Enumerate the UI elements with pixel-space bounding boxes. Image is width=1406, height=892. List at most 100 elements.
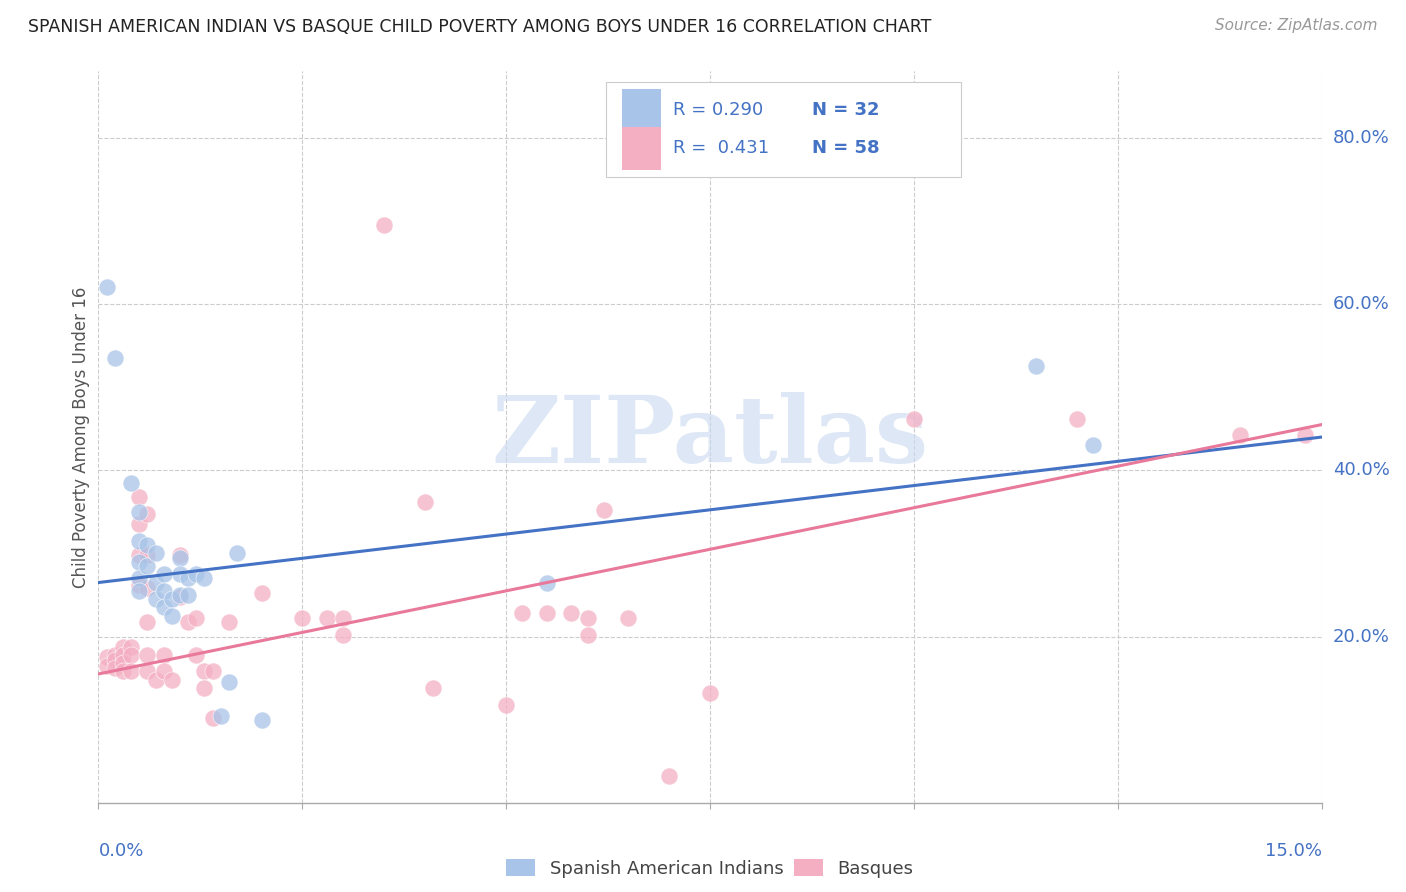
Point xyxy=(152,665,174,679)
Point xyxy=(128,571,150,585)
Text: Source: ZipAtlas.com: Source: ZipAtlas.com xyxy=(1215,18,1378,33)
Text: SPANISH AMERICAN INDIAN VS BASQUE CHILD POVERTY AMONG BOYS UNDER 16 CORRELATION : SPANISH AMERICAN INDIAN VS BASQUE CHILD … xyxy=(28,18,932,36)
Point xyxy=(120,665,142,679)
Point xyxy=(658,769,681,783)
Point xyxy=(136,648,159,662)
Point xyxy=(128,548,150,562)
Point xyxy=(145,592,167,607)
Point xyxy=(160,608,183,623)
Point xyxy=(128,490,150,504)
Point xyxy=(332,628,354,642)
Point xyxy=(128,505,150,519)
FancyBboxPatch shape xyxy=(621,127,661,169)
Point xyxy=(145,575,167,590)
Point xyxy=(169,548,191,562)
Point xyxy=(1083,438,1105,452)
Legend: Spanish American Indians, Basques: Spanish American Indians, Basques xyxy=(506,859,914,878)
Point xyxy=(152,567,174,582)
Point xyxy=(136,582,159,596)
Point xyxy=(96,658,118,673)
Point xyxy=(699,686,721,700)
Point xyxy=(136,558,159,573)
Point xyxy=(136,615,159,629)
Point xyxy=(560,607,582,621)
Point xyxy=(136,548,159,562)
Point xyxy=(169,590,191,604)
Point xyxy=(186,611,208,625)
Point xyxy=(576,611,599,625)
Point xyxy=(120,475,142,490)
Point xyxy=(152,648,174,662)
Point xyxy=(111,665,134,679)
Point xyxy=(186,648,208,662)
Point xyxy=(104,351,127,365)
FancyBboxPatch shape xyxy=(621,88,661,132)
Point xyxy=(512,607,534,621)
Text: R = 0.290: R = 0.290 xyxy=(673,101,763,120)
Point xyxy=(169,550,191,565)
Point xyxy=(104,648,127,662)
Point xyxy=(250,713,273,727)
Point xyxy=(111,656,134,670)
Point xyxy=(1025,359,1047,374)
Point xyxy=(422,681,444,695)
Point xyxy=(145,546,167,560)
Point xyxy=(128,517,150,532)
Point xyxy=(1294,428,1316,442)
Point xyxy=(218,615,240,629)
Point xyxy=(111,648,134,662)
Point xyxy=(373,218,395,232)
Text: ZIPatlas: ZIPatlas xyxy=(492,392,928,482)
Point xyxy=(160,673,183,687)
Point xyxy=(120,640,142,654)
Point xyxy=(193,681,215,695)
Point xyxy=(576,628,599,642)
Point xyxy=(250,586,273,600)
Point xyxy=(120,648,142,662)
Text: 40.0%: 40.0% xyxy=(1333,461,1389,479)
Point xyxy=(160,592,183,607)
Point xyxy=(413,495,436,509)
Point xyxy=(617,611,640,625)
Point xyxy=(145,673,167,687)
Text: 15.0%: 15.0% xyxy=(1264,842,1322,860)
Text: 80.0%: 80.0% xyxy=(1333,128,1389,147)
Point xyxy=(96,280,118,294)
Y-axis label: Child Poverty Among Boys Under 16: Child Poverty Among Boys Under 16 xyxy=(72,286,90,588)
Point xyxy=(218,675,240,690)
Text: N = 58: N = 58 xyxy=(811,139,879,157)
Point xyxy=(136,665,159,679)
Point xyxy=(96,650,118,665)
Point xyxy=(136,507,159,521)
Text: 0.0%: 0.0% xyxy=(98,842,143,860)
Point xyxy=(903,412,925,426)
Point xyxy=(177,615,200,629)
Point xyxy=(169,588,191,602)
Point xyxy=(226,546,249,560)
Point xyxy=(186,567,208,582)
Point xyxy=(111,640,134,654)
Point xyxy=(495,698,517,712)
Point xyxy=(152,600,174,615)
Point xyxy=(1066,412,1088,426)
Point xyxy=(332,611,354,625)
Point xyxy=(177,588,200,602)
Point xyxy=(104,661,127,675)
Point xyxy=(201,665,224,679)
Point xyxy=(152,583,174,598)
Point xyxy=(209,708,232,723)
Point xyxy=(177,571,200,585)
Point xyxy=(128,533,150,548)
Text: 20.0%: 20.0% xyxy=(1333,628,1389,646)
Point xyxy=(536,607,558,621)
Point xyxy=(193,571,215,585)
Text: R =  0.431: R = 0.431 xyxy=(673,139,769,157)
Point xyxy=(291,611,314,625)
Point xyxy=(201,711,224,725)
Text: 60.0%: 60.0% xyxy=(1333,295,1389,313)
Point xyxy=(104,653,127,667)
Point xyxy=(128,555,150,569)
Point xyxy=(128,583,150,598)
Point xyxy=(536,575,558,590)
FancyBboxPatch shape xyxy=(606,82,960,178)
